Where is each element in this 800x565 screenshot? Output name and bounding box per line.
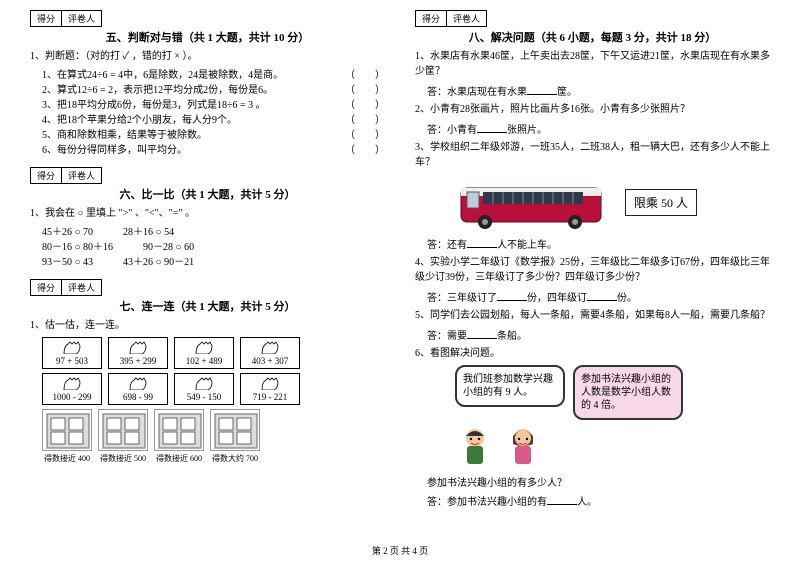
score-box: 得分 评卷人	[30, 167, 102, 184]
sec5-item: 4、把18个苹果分给2个小朋友，每人分9个。（ ）	[30, 111, 385, 126]
grader-label: 评卷人	[62, 11, 101, 26]
sec5-item: 2、算式12÷6 = 2，表示把12平均分成2份，每份是6。（ ）	[30, 81, 385, 96]
bubble-2: 参加书法兴趣小组的人数是数学小组人数的 4 倍。	[573, 365, 683, 420]
girl-icon	[503, 424, 543, 470]
score-label: 得分	[31, 11, 62, 26]
sec5-q: 1、判断题：（对的打 ✓ ，错的打 × ）。	[30, 49, 385, 64]
sec8-title: 八、解决问题（共 6 小题，每题 3 分，共计 18 分）	[415, 29, 770, 45]
limit-box: 限乘 50 人	[625, 189, 697, 216]
bus-icon	[455, 172, 615, 232]
left-column: 得分 评卷人 五、判断对与错（共 1 大题，共计 10 分） 1、判断题：（对的…	[30, 10, 385, 512]
sec5-item: 6、每份分得同样多，叫平均分。（ ）	[30, 141, 385, 156]
hands-row-1: 97 + 503 395 + 299 102 + 489 403 + 307	[30, 337, 385, 369]
sec5-title: 五、判断对与错（共 1 大题，共计 10 分）	[30, 29, 385, 45]
blank	[527, 94, 557, 95]
score-box: 得分 评卷人	[415, 10, 487, 27]
hands-row-2: 1000 - 299 698 - 99 549 - 150 719 - 221	[30, 373, 385, 405]
sec8-q4: 4、实验小学二年级订《数学报》25份，三年级比二年级多订67份，四年级比三年级少…	[415, 255, 770, 285]
hand-box: 97 + 503	[42, 337, 102, 369]
bus-row: 限乘 50 人	[415, 172, 770, 232]
speech-row: 我们班参加数学兴趣小组的有 9 人。 参加书法兴趣小组的人数是数学小组人数的 4…	[415, 365, 770, 420]
bubble-1: 我们班参加数学兴趣小组的有 9 人。	[455, 365, 565, 407]
sec5-item: 1、在算式24÷6 = 4中，6是除数，24是被除数，4是商。（ ）	[30, 66, 385, 81]
sec5-item: 5、商和除数相乘，结果等于被除数。（ ）	[30, 126, 385, 141]
sec6-q: 1、我会在 ○ 里填上 ">" 、"<"、"=" 。	[30, 206, 385, 221]
sec8-q6: 6、看图解决问题。	[415, 346, 770, 361]
sec8-q3: 3、学校组织二年级郊游，一班35人，二班38人，租一辆大巴，还有多少人不能上车？	[415, 140, 770, 170]
right-column: 得分 评卷人 八、解决问题（共 6 小题，每题 3 分，共计 18 分） 1、水…	[415, 10, 770, 512]
cabinet-icon	[42, 409, 92, 451]
sec8-q6b: 参加书法兴趣小组的有多少人？	[415, 474, 770, 489]
compare-item: 45＋26 ○ 70	[42, 223, 93, 238]
sec8-q2: 2、小青有28张画片，照片比画片多16张。小青有多少张照片？	[415, 102, 770, 117]
sec6-title: 六、比一比（共 1 大题，共计 5 分）	[30, 186, 385, 202]
sec5-item: 3、把18平均分成6份，每份是3，列式是18÷6 = 3 。（ ）	[30, 96, 385, 111]
cabinets-row: 得数接近 400 得数接近 500 得数接近 600 得数大约 700	[30, 409, 385, 464]
boy-icon	[455, 424, 495, 470]
sec8-q5: 5、同学们去公园划船，每人一条船，需要4条船，如果每8人一船，需要几条船？	[415, 308, 770, 323]
hands-icon	[62, 340, 82, 354]
sec8-q1: 1、水果店有水果46筐，上午卖出去28筐，下午又运进21筐，水果店现在有水果多少…	[415, 49, 770, 79]
score-box: 得分 评卷人	[30, 10, 102, 27]
score-box: 得分 评卷人	[30, 279, 102, 296]
sec7-title: 七、连一连（共 1 大题，共计 5 分）	[30, 298, 385, 314]
sec7-q: 1、估一估，连一连。	[30, 318, 385, 333]
page-footer: 第 2 页 共 4 页	[0, 544, 800, 557]
cabinet: 得数接近 400	[42, 409, 92, 464]
